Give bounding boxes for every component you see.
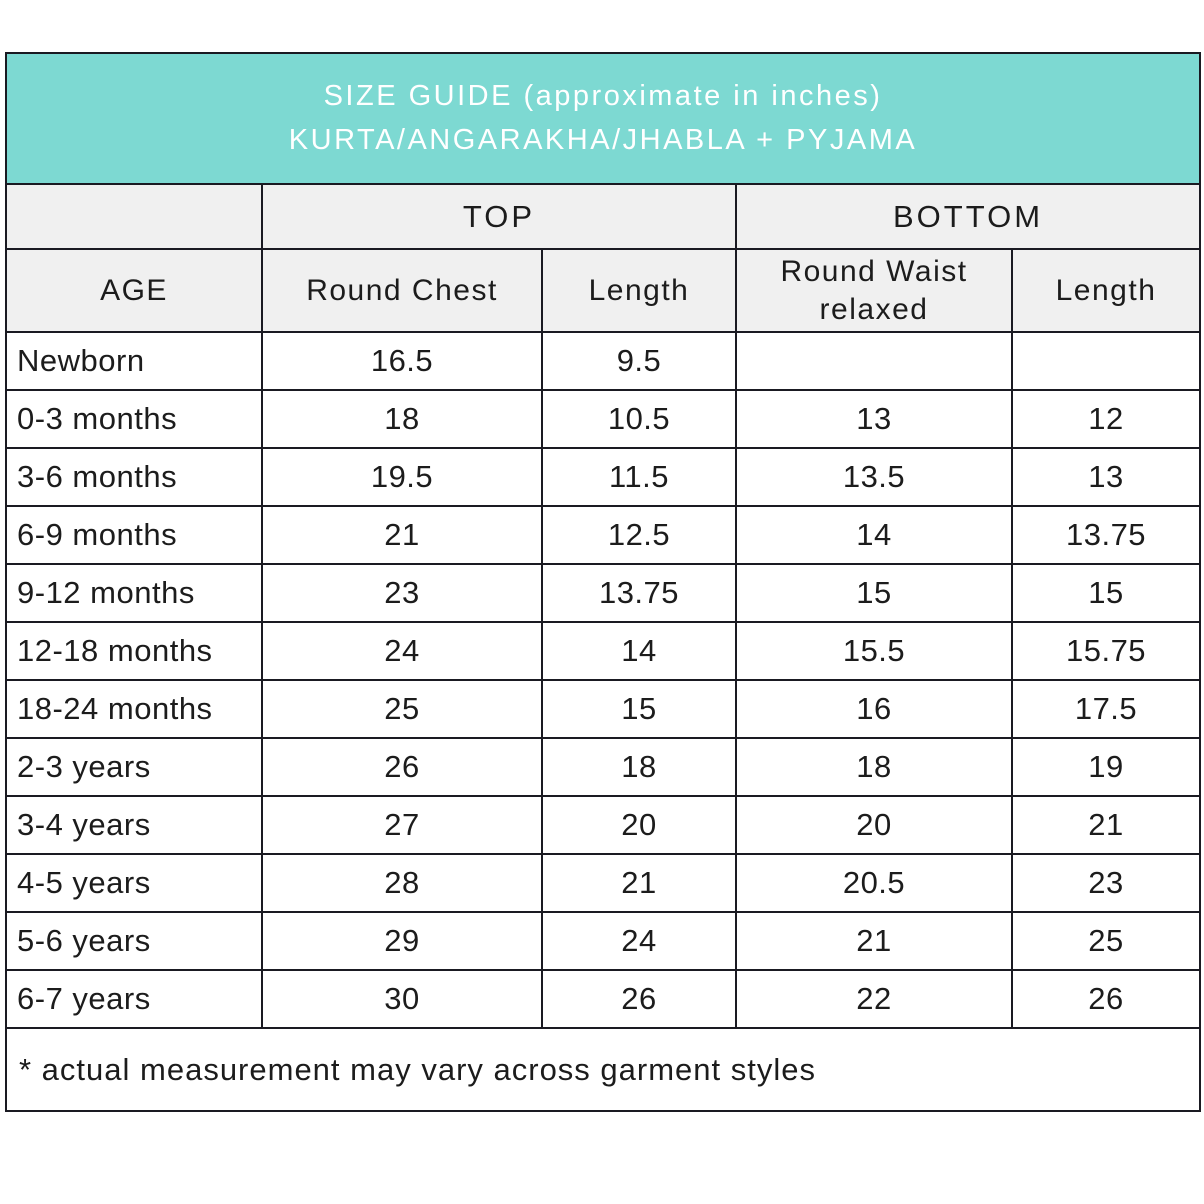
round-waist-cell: 15.5 xyxy=(735,621,1013,681)
round-waist-cell: 22 xyxy=(735,969,1013,1029)
top-length-cell: 15 xyxy=(541,679,737,739)
group-top-cell: TOP xyxy=(261,183,737,250)
footnote-cell: * actual measurement may vary across gar… xyxy=(4,1027,1202,1112)
size-guide-table: SIZE GUIDE (approximate in inches) KURTA… xyxy=(4,52,1202,1112)
column-header-bottom-length: Length xyxy=(1010,248,1202,333)
round-waist-cell xyxy=(735,331,1013,391)
bottom-length-cell: 15 xyxy=(1010,563,1202,623)
round-chest-cell: 25 xyxy=(261,679,543,739)
top-length-cell: 14 xyxy=(541,621,737,681)
banner-cell: SIZE GUIDE (approximate in inches) KURTA… xyxy=(4,52,1202,185)
top-length-cell: 13.75 xyxy=(541,563,737,623)
age-cell: 0-3 months xyxy=(5,389,263,449)
round-chest-cell: 26 xyxy=(261,737,543,797)
round-waist-cell: 20.5 xyxy=(735,853,1013,913)
group-bottom-cell: BOTTOM xyxy=(734,183,1202,250)
round-chest-cell: 27 xyxy=(261,795,543,855)
table-row: 5-6 years 29 24 21 25 xyxy=(5,911,1202,971)
bottom-length-cell: 17.5 xyxy=(1010,679,1202,739)
table-row: 6-9 months 21 12.5 14 13.75 xyxy=(5,505,1202,565)
round-waist-cell: 14 xyxy=(735,505,1013,565)
round-waist-cell: 15 xyxy=(735,563,1013,623)
round-chest-cell: 16.5 xyxy=(261,331,543,391)
age-cell: 6-7 years xyxy=(5,969,263,1029)
column-header-round-waist: Round Waist relaxed xyxy=(735,248,1013,333)
age-cell: 2-3 years xyxy=(5,737,263,797)
round-chest-cell: 24 xyxy=(261,621,543,681)
group-header-row: TOP BOTTOM xyxy=(5,183,1202,250)
top-length-cell: 18 xyxy=(541,737,737,797)
column-header-round-chest: Round Chest xyxy=(261,248,543,333)
table-row: 0-3 months 18 10.5 13 12 xyxy=(5,389,1202,449)
table-row: 2-3 years 26 18 18 19 xyxy=(5,737,1202,797)
age-cell: 5-6 years xyxy=(5,911,263,971)
bottom-length-cell: 13 xyxy=(1010,447,1202,507)
bottom-length-cell: 12 xyxy=(1010,389,1202,449)
column-header-row: AGE Round Chest Length Round Waist relax… xyxy=(5,248,1202,333)
round-waist-cell: 18 xyxy=(735,737,1013,797)
bottom-length-cell: 21 xyxy=(1010,795,1202,855)
table-row: 18-24 months 25 15 16 17.5 xyxy=(5,679,1202,739)
footnote-row: * actual measurement may vary across gar… xyxy=(4,1027,1202,1112)
top-length-cell: 20 xyxy=(541,795,737,855)
bottom-length-cell: 15.75 xyxy=(1010,621,1202,681)
round-chest-cell: 19.5 xyxy=(261,447,543,507)
table-row: 3-4 years 27 20 20 21 xyxy=(5,795,1202,855)
round-chest-cell: 30 xyxy=(261,969,543,1029)
table-row: 12-18 months 24 14 15.5 15.75 xyxy=(5,621,1202,681)
round-waist-cell: 13.5 xyxy=(735,447,1013,507)
top-length-cell: 10.5 xyxy=(541,389,737,449)
bottom-length-cell xyxy=(1010,331,1202,391)
round-chest-cell: 28 xyxy=(261,853,543,913)
round-chest-cell: 29 xyxy=(261,911,543,971)
bottom-length-cell: 13.75 xyxy=(1010,505,1202,565)
table-row: Newborn 16.5 9.5 xyxy=(5,331,1202,391)
age-cell: 3-4 years xyxy=(5,795,263,855)
round-chest-cell: 18 xyxy=(261,389,543,449)
round-waist-cell: 16 xyxy=(735,679,1013,739)
top-length-cell: 11.5 xyxy=(541,447,737,507)
bottom-length-cell: 23 xyxy=(1010,853,1202,913)
age-cell: 12-18 months xyxy=(5,621,263,681)
age-cell: 9-12 months xyxy=(5,563,263,623)
group-spacer-cell xyxy=(5,183,263,250)
bottom-length-cell: 19 xyxy=(1010,737,1202,797)
table-row: 9-12 months 23 13.75 15 15 xyxy=(5,563,1202,623)
round-chest-cell: 23 xyxy=(261,563,543,623)
top-length-cell: 24 xyxy=(541,911,737,971)
banner-title-line2: KURTA/ANGARAKHA/JHABLA + PYJAMA xyxy=(288,123,918,156)
table-row: 3-6 months 19.5 11.5 13.5 13 xyxy=(5,447,1202,507)
age-cell: 18-24 months xyxy=(5,679,263,739)
top-length-cell: 12.5 xyxy=(541,505,737,565)
table-row: 6-7 years 30 26 22 26 xyxy=(5,969,1202,1029)
banner-title-line1: SIZE GUIDE (approximate in inches) xyxy=(323,80,883,112)
round-waist-cell: 21 xyxy=(735,911,1013,971)
age-cell: 6-9 months xyxy=(5,505,263,565)
age-cell: Newborn xyxy=(5,331,263,391)
column-header-age: AGE xyxy=(5,248,263,333)
top-length-cell: 9.5 xyxy=(541,331,737,391)
column-header-top-length: Length xyxy=(541,248,737,333)
bottom-length-cell: 26 xyxy=(1010,969,1202,1029)
bottom-length-cell: 25 xyxy=(1010,911,1202,971)
age-cell: 3-6 months xyxy=(5,447,263,507)
round-waist-cell: 20 xyxy=(735,795,1013,855)
round-waist-cell: 13 xyxy=(735,389,1013,449)
age-cell: 4-5 years xyxy=(5,853,263,913)
top-length-cell: 21 xyxy=(541,853,737,913)
table-row: 4-5 years 28 21 20.5 23 xyxy=(5,853,1202,913)
top-length-cell: 26 xyxy=(541,969,737,1029)
size-table-body: Newborn 16.5 9.5 0-3 months 18 10.5 13 1… xyxy=(5,331,1202,1029)
banner-row: SIZE GUIDE (approximate in inches) KURTA… xyxy=(4,52,1202,185)
round-chest-cell: 21 xyxy=(261,505,543,565)
